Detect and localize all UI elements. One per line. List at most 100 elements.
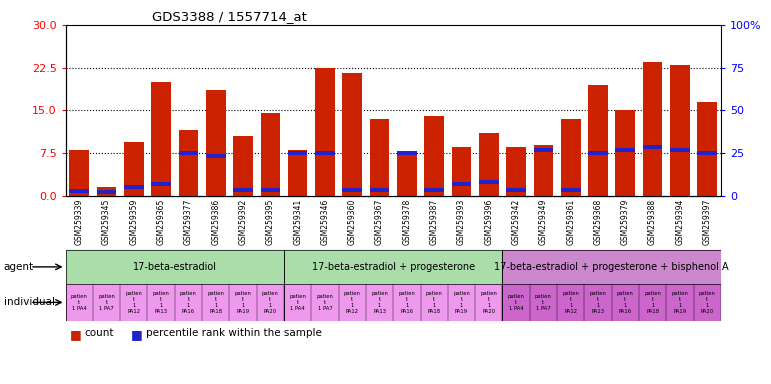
Text: GSM259378: GSM259378: [402, 199, 412, 245]
Bar: [424, 188, 444, 192]
Text: GSM259339: GSM259339: [75, 199, 84, 245]
Text: patien
t
1
PA13: patien t 1 PA13: [153, 291, 170, 314]
Bar: [96, 187, 116, 196]
Text: patien
t
1 PA7: patien t 1 PA7: [317, 294, 333, 311]
Bar: [261, 113, 280, 196]
Text: GSM259396: GSM259396: [484, 199, 493, 245]
Text: 17-beta-estradiol + progesterone: 17-beta-estradiol + progesterone: [311, 262, 475, 272]
Bar: [315, 68, 335, 196]
Text: patien
t
1
PA20: patien t 1 PA20: [262, 291, 279, 314]
Text: GSM259349: GSM259349: [539, 199, 548, 245]
Bar: [507, 147, 526, 196]
Bar: [588, 151, 608, 155]
Text: ■: ■: [131, 328, 143, 341]
Text: patien
t
1
PA16: patien t 1 PA16: [180, 291, 197, 314]
Text: GSM259393: GSM259393: [457, 199, 466, 245]
Bar: [534, 148, 554, 152]
Text: patien
t
1
PA18: patien t 1 PA18: [207, 291, 224, 314]
Text: GSM259388: GSM259388: [648, 199, 657, 245]
Text: GSM259341: GSM259341: [293, 199, 302, 245]
Text: GSM259342: GSM259342: [512, 199, 520, 245]
Text: patien
t
1
PA16: patien t 1 PA16: [617, 291, 634, 314]
Text: GSM259365: GSM259365: [157, 199, 166, 245]
Bar: [66, 284, 284, 321]
Bar: [670, 65, 690, 196]
Bar: [479, 133, 499, 196]
Bar: [151, 82, 171, 196]
Bar: [397, 153, 416, 196]
Text: GSM259361: GSM259361: [566, 199, 575, 245]
Text: GSM259377: GSM259377: [184, 199, 193, 245]
Bar: [503, 284, 721, 321]
Bar: [342, 188, 362, 192]
Text: GSM259345: GSM259345: [102, 199, 111, 245]
Bar: [124, 142, 143, 196]
Text: patien
t
1
PA16: patien t 1 PA16: [399, 291, 416, 314]
Text: patien
t
1 PA4: patien t 1 PA4: [507, 294, 524, 311]
Bar: [561, 119, 581, 196]
Bar: [69, 189, 89, 193]
Bar: [534, 144, 554, 196]
Text: patien
t
1
PA12: patien t 1 PA12: [126, 291, 142, 314]
Text: GSM259346: GSM259346: [321, 199, 329, 245]
Bar: [179, 151, 198, 155]
Text: GDS3388 / 1557714_at: GDS3388 / 1557714_at: [152, 10, 307, 23]
Bar: [615, 111, 635, 196]
Text: GSM259394: GSM259394: [675, 199, 685, 245]
Bar: [452, 182, 471, 187]
Text: patien
t
1
PA19: patien t 1 PA19: [453, 291, 470, 314]
Bar: [179, 130, 198, 196]
Bar: [288, 151, 308, 155]
Text: individual: individual: [4, 297, 55, 308]
Bar: [233, 136, 253, 196]
Text: agent: agent: [4, 262, 34, 272]
Text: count: count: [85, 328, 114, 338]
Text: GSM259395: GSM259395: [266, 199, 274, 245]
Text: GSM259368: GSM259368: [594, 199, 602, 245]
Bar: [507, 188, 526, 192]
Text: GSM259367: GSM259367: [375, 199, 384, 245]
Text: patien
t
1
PA12: patien t 1 PA12: [562, 291, 579, 314]
Text: percentile rank within the sample: percentile rank within the sample: [146, 328, 322, 338]
Bar: [284, 284, 503, 321]
Text: patien
t
1 PA7: patien t 1 PA7: [98, 294, 115, 311]
Bar: [69, 150, 89, 196]
Bar: [452, 147, 471, 196]
Text: 17-beta-estradiol: 17-beta-estradiol: [133, 262, 217, 272]
Bar: [479, 180, 499, 184]
Text: GSM259392: GSM259392: [238, 199, 247, 245]
Text: GSM259397: GSM259397: [702, 199, 712, 245]
Bar: [284, 250, 503, 284]
Text: GSM259387: GSM259387: [429, 199, 439, 245]
Bar: [96, 190, 116, 194]
Text: GSM259386: GSM259386: [211, 199, 221, 245]
Bar: [643, 62, 662, 196]
Bar: [342, 73, 362, 196]
Bar: [503, 250, 721, 284]
Bar: [151, 182, 171, 187]
Text: patien
t
1
PA13: patien t 1 PA13: [590, 291, 607, 314]
Text: GSM259359: GSM259359: [130, 199, 138, 245]
Bar: [124, 185, 143, 189]
Text: patien
t
1
PA12: patien t 1 PA12: [344, 291, 361, 314]
Text: patien
t
1
PA13: patien t 1 PA13: [371, 291, 388, 314]
Bar: [261, 188, 280, 192]
Bar: [424, 116, 444, 196]
Bar: [66, 250, 284, 284]
Bar: [397, 151, 416, 155]
Bar: [370, 188, 389, 192]
Bar: [615, 148, 635, 152]
Bar: [206, 154, 226, 158]
Text: 17-beta-estradiol + progesterone + bisphenol A: 17-beta-estradiol + progesterone + bisph…: [494, 262, 729, 272]
Bar: [315, 151, 335, 155]
Bar: [288, 150, 308, 196]
Bar: [370, 119, 389, 196]
Text: patien
t
1
PA20: patien t 1 PA20: [699, 291, 715, 314]
Bar: [698, 151, 717, 155]
Text: patien
t
1
PA19: patien t 1 PA19: [234, 291, 251, 314]
Text: patien
t
1
PA20: patien t 1 PA20: [480, 291, 497, 314]
Text: GSM259360: GSM259360: [348, 199, 357, 245]
Text: patien
t
1 PA7: patien t 1 PA7: [535, 294, 552, 311]
Bar: [643, 146, 662, 149]
Text: patien
t
1
PA18: patien t 1 PA18: [645, 291, 661, 314]
